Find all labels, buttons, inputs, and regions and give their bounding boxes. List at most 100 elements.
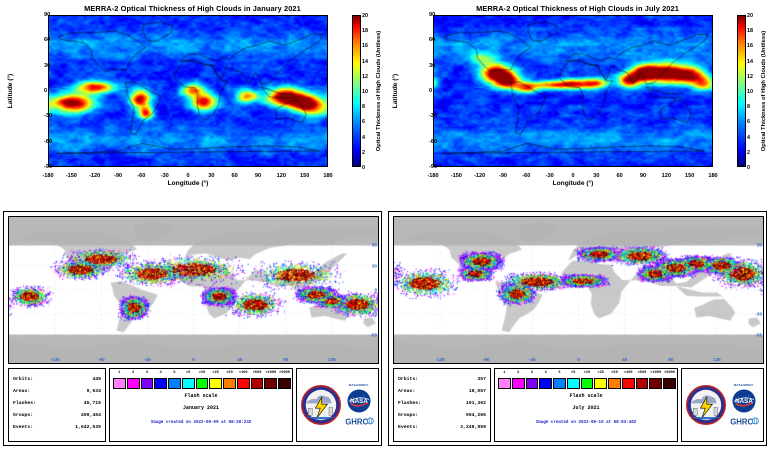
statistic-key: Groups: [398, 413, 419, 418]
flash-scale-legend-july: 1 2 3 4 5 >5 >10 >25 >50 >100 >500 >1000 >5000 Flash… [494, 368, 678, 442]
x-axis-label: Longitude (°) [167, 180, 209, 187]
statistic-value: 357 [477, 377, 486, 382]
colorbar-tick-label: 12 [747, 73, 753, 80]
flash-scale-legend-january: 1 2 3 4 5 >5 >10 >25 >50 >100 >500 >1000 >5000 Flash… [109, 368, 293, 442]
colorbar-tick-label: 12 [362, 73, 368, 80]
flash-scale-label: >25 [212, 371, 219, 375]
x-tick-label: 90 [254, 173, 262, 179]
colorbar-tick-label: 6 [362, 119, 365, 126]
colorbar-tick-label: 18 [747, 28, 753, 35]
flash-scale-swatch [525, 378, 539, 389]
statistic-row: Flashes: 45,716 [13, 398, 101, 410]
panel-title: MERRA-2 Optical Thickness of High Clouds… [84, 4, 301, 13]
flash-scale-swatch [553, 378, 566, 389]
flash-scale-swatch [250, 378, 264, 389]
flash-scale-label: 4 [544, 371, 547, 375]
colorbar-january: 20 18 16 14 12 10 8 6 4 2 0 [352, 13, 368, 171]
statistic-value: 1,642,535 [75, 425, 101, 430]
flash-scale-label: >100 [238, 371, 248, 375]
legend-month: January 2021 [182, 405, 219, 411]
merra-map-january [48, 15, 328, 167]
statistic-value: 18,057 [468, 389, 486, 394]
colorbar-tick-label: 14 [362, 58, 368, 65]
flash-scale-label: 5 [558, 371, 561, 375]
panel-title: MERRA-2 Optical Thickness of High Clouds… [476, 4, 679, 13]
x-tick-label: 180 [323, 173, 333, 179]
lon-tick-label: 135 [328, 357, 336, 362]
flash-scale-swatch [649, 378, 663, 389]
flash-scale-swatch [195, 378, 209, 389]
lon-tick-label: 45 [237, 357, 243, 362]
logo-box-july: NASA/MSFC NASA GHRC [681, 368, 764, 442]
lat-tick-label: 30 [371, 263, 377, 269]
flash-scale-label: >5000 [664, 371, 675, 375]
flash-scale-swatch [154, 378, 168, 389]
x-tick-label: 150 [299, 173, 310, 179]
statistic-value: 45,716 [83, 401, 101, 406]
colorbar-tick-label: 14 [747, 58, 753, 65]
flash-scale-swatch [498, 378, 511, 389]
svg-text:NASA: NASA [735, 397, 753, 404]
flash-scale-label: 5 [173, 371, 176, 375]
x-tick-label: 120 [276, 173, 286, 179]
statistic-key: Events: [13, 425, 34, 430]
statistic-key: Events: [398, 425, 419, 430]
x-tick-label: -90 [113, 173, 123, 179]
lightning-flash-scatter [9, 217, 378, 363]
lis-panel-january: -135 -90 -45 0 45 90 135 55 30 0 -30 -55 Orbits: 449… [0, 208, 385, 449]
merra-map-july [433, 15, 713, 167]
svg-text:GHRC: GHRC [730, 417, 753, 426]
nasa-logo-icon: NASA [732, 388, 756, 413]
x-tick-label: 150 [684, 173, 695, 179]
statistic-value: 3,249,959 [460, 425, 486, 430]
statistic-key: Areas: [13, 389, 31, 394]
colorbar-tick-label: 20 [747, 13, 753, 19]
colorbar-tick-label: 8 [747, 104, 750, 111]
colorbar-tick-label: 16 [362, 43, 368, 50]
lat-tick-label: -55 [755, 332, 762, 338]
lon-tick-label: 90 [668, 357, 674, 362]
lon-tick-label: -135 [435, 357, 445, 362]
x-tick-label: -180 [427, 173, 439, 179]
lat-tick-label: 55 [756, 242, 762, 248]
colorbar-tick-label: 16 [747, 43, 753, 50]
nasa-msfc-text: NASA/MSFC [348, 382, 369, 387]
x-tick-label: 60 [616, 173, 623, 179]
flash-scale-label: 2 [132, 371, 135, 375]
cloud-optical-thickness-raster [434, 16, 712, 166]
colorbar-tick-label: 20 [362, 13, 368, 19]
legend-month: July 2021 [572, 405, 600, 411]
lat-tick-label: 55 [371, 242, 377, 248]
statistic-key: Orbits: [398, 377, 419, 382]
lis-panel-row: -135 -90 -45 0 45 90 135 55 30 0 -30 -55 Orbits: 449… [0, 208, 770, 449]
flash-scale-swatch [168, 378, 181, 389]
statistics-box-january: Orbits: 449 Areas: 9,634 Flashes: 45,716 Group… [8, 368, 106, 442]
merra-panel-row: MERRA-2 Optical Thickness of High Clouds… [0, 0, 770, 206]
nasa-msfc-text: NASA/MSFC [733, 382, 754, 387]
x-axis-label: Longitude (°) [552, 180, 594, 187]
x-tick-label: -150 [450, 173, 462, 179]
flash-scale-label: 2 [517, 371, 520, 375]
flash-scale-label: >50 [611, 371, 618, 375]
image-created-stamp: Image created on 2022-09-10 at 08:03:46Z [535, 421, 637, 425]
statistic-key: Areas: [398, 389, 416, 394]
colorbar-tick-label: 2 [747, 149, 750, 156]
flash-scale-swatch [580, 378, 594, 389]
colorbar-tick-label: 18 [362, 28, 368, 35]
flash-scale-label: >50 [226, 371, 233, 375]
ghrc-logo-icon: GHRC [730, 416, 759, 426]
statistic-value: 904,265 [465, 413, 486, 418]
logo-box-january: NASA/MSFC NASA GHRC [296, 368, 379, 442]
x-tick-label: -60 [522, 173, 531, 179]
statistic-value: 9,634 [86, 389, 101, 394]
flash-scale-swatch [113, 378, 126, 389]
flash-scale-swatch [608, 378, 621, 389]
lon-tick-label: -90 [97, 357, 105, 362]
statistic-row: Areas: 18,057 [398, 386, 486, 398]
colorbar-tick-label: 0 [362, 165, 365, 171]
colorbar-tick-label: 0 [747, 165, 750, 171]
statistic-row: Areas: 9,634 [13, 386, 101, 398]
legend-caption: Flash scale [569, 393, 603, 399]
lon-tick-label: 45 [622, 357, 628, 362]
lis-flash-map-july: -135 -90 -45 0 45 90 135 55 30 0 -30 -55 [393, 216, 764, 364]
